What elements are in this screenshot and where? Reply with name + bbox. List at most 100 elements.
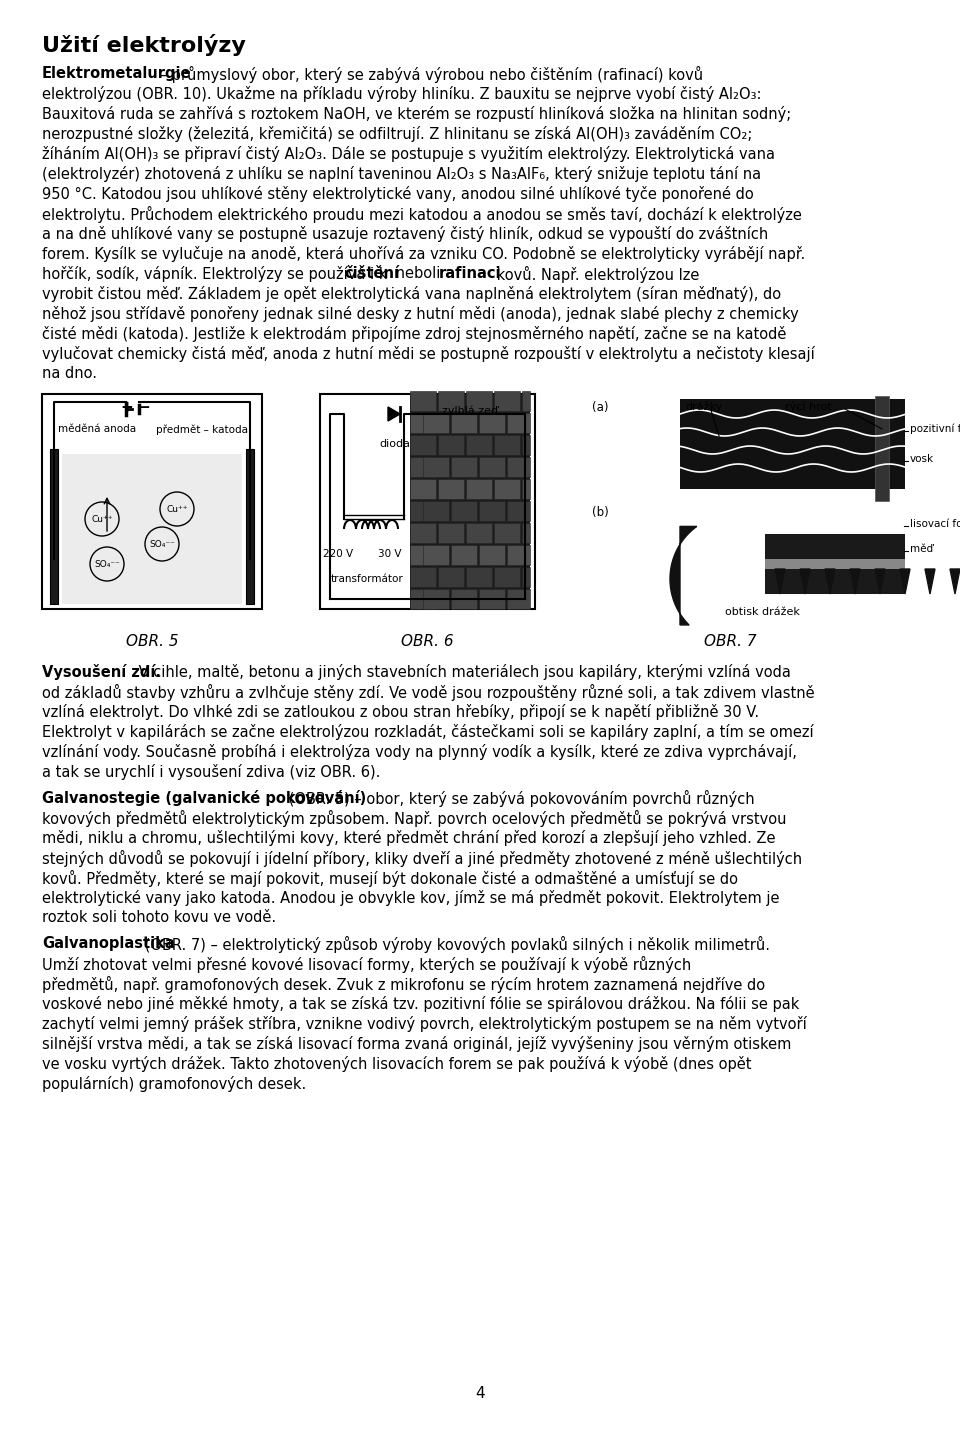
Bar	[410, 392, 436, 412]
Bar	[320, 394, 535, 609]
Text: rýcí hrot: rýcí hrot	[785, 402, 831, 412]
Text: stejných důvodů se pokovují i jídelní příbory, kliky dveří a jiné předměty zhoto: stejných důvodů se pokovují i jídelní př…	[42, 850, 803, 867]
Bar	[507, 589, 530, 609]
Text: neboli: neboli	[391, 266, 444, 282]
Text: elektrolytické vany jako katoda. Anodou je obvykle kov, jímž se má předmět pokov: elektrolytické vany jako katoda. Anodou …	[42, 890, 780, 906]
Text: ve vosku vyrtých drážek. Takto zhotovených lisovacích forem se pak používá k výo: ve vosku vyrtých drážek. Takto zhotovený…	[42, 1056, 752, 1072]
Bar	[522, 479, 530, 499]
Text: roztok soli tohoto kovu ve vodě.: roztok soli tohoto kovu ve vodě.	[42, 910, 276, 925]
Text: populárních) gramofonových desek.: populárních) gramofonových desek.	[42, 1076, 306, 1092]
Bar	[423, 544, 449, 564]
Bar	[479, 544, 505, 564]
Bar	[507, 544, 530, 564]
Text: (OBR. 7) – elektrolytický způsob výroby kovových povlaků silných i několik milim: (OBR. 7) – elektrolytický způsob výroby …	[140, 936, 770, 953]
Bar	[507, 502, 530, 522]
Bar	[466, 479, 492, 499]
Text: Galvanostegie (galvanické pokovování): Galvanostegie (galvanické pokovování)	[42, 790, 367, 806]
Text: žíháním Al(OH)₃ se připraví čistý Al₂O₃. Dále se postupuje s využitím elektrolýz: žíháním Al(OH)₃ se připraví čistý Al₂O₃.…	[42, 146, 775, 161]
Bar	[680, 399, 905, 489]
Text: zachytí velmi jemný prášek stříbra, vznikne vodivý povrch, elektrolytickým postu: zachytí velmi jemný prášek stříbra, vzni…	[42, 1016, 806, 1032]
Text: +: +	[120, 400, 132, 414]
Polygon shape	[850, 569, 860, 594]
Bar	[451, 457, 477, 477]
Bar	[246, 449, 254, 604]
Text: něhož jsou střídavě ponořeny jednak silné desky z hutní mědi (anoda), jednak sla: něhož jsou střídavě ponořeny jednak siln…	[42, 306, 799, 322]
Bar	[423, 413, 449, 433]
Text: SO₄⁻⁻: SO₄⁻⁻	[149, 540, 175, 549]
Text: nerozpustné složky (železitá, křemičitá) se odfiltrují. Z hlinitanu se získá Al(: nerozpustné složky (železitá, křemičitá)…	[42, 126, 753, 141]
Text: vzlíná elektrolyt. Do vlhké zdi se zatloukou z obou stran hřebíky, připojí se k : vzlíná elektrolyt. Do vlhké zdi se zatlo…	[42, 704, 759, 720]
Bar	[522, 523, 530, 543]
Text: transformátor: transformátor	[330, 574, 403, 584]
Bar	[507, 457, 530, 477]
Bar	[62, 454, 242, 604]
Text: vylučovat chemicky čistá měď, anoda z hutní mědi se postupně rozpouští v elektro: vylučovat chemicky čistá měď, anoda z hu…	[42, 346, 815, 362]
Bar	[410, 589, 436, 609]
Text: V cihle, maltě, betonu a jiných stavebních materiálech jsou kapiláry, kterými vz: V cihle, maltě, betonu a jiných stavební…	[133, 664, 791, 680]
Bar	[466, 392, 492, 412]
Text: a tak se urychlí i vysoušení zdiva (viz OBR. 6).: a tak se urychlí i vysoušení zdiva (viz …	[42, 765, 380, 780]
Text: čisté mědi (katoda). Jestliže k elektrodám připojíme zdroj stejnosměrného napětí: čisté mědi (katoda). Jestliže k elektrod…	[42, 326, 786, 342]
Text: kovů. Např. elektrolýzou lze: kovů. Např. elektrolýzou lze	[492, 266, 700, 283]
Polygon shape	[825, 569, 835, 594]
Text: vzlínání vody. Současně probíhá i elektrolýza vody na plynný vodík a kysílk, kte: vzlínání vody. Současně probíhá i elektr…	[42, 745, 797, 760]
Polygon shape	[900, 569, 910, 594]
Bar	[410, 479, 436, 499]
Bar	[765, 559, 905, 569]
Bar	[479, 589, 505, 609]
Text: vosk: vosk	[910, 454, 934, 464]
Bar	[451, 413, 477, 433]
Text: (b): (b)	[592, 506, 609, 519]
Text: elektrolýzou (OBR. 10). Ukažme na příkladu výroby hliníku. Z bauxitu se nejprve : elektrolýzou (OBR. 10). Ukažme na příkla…	[42, 86, 761, 101]
Bar	[410, 523, 436, 543]
Bar	[494, 392, 520, 412]
Bar	[494, 523, 520, 543]
Bar	[522, 567, 530, 587]
Polygon shape	[875, 569, 885, 594]
Text: forem. Kysílk se vylučuje na anodě, která uhořívá za vzniku CO. Podobně se elekt: forem. Kysílk se vylučuje na anodě, kter…	[42, 246, 805, 262]
Text: rafinaci: rafinaci	[440, 266, 502, 282]
Bar	[410, 394, 530, 609]
Text: předmět – katoda: předmět – katoda	[156, 424, 248, 434]
Text: OBR. 6: OBR. 6	[401, 634, 454, 649]
Polygon shape	[950, 569, 960, 594]
Polygon shape	[775, 569, 785, 594]
Text: kovů. Předměty, které se mají pokovit, musejí být dokonale čisté a odmaštěné a u: kovů. Předměty, které se mají pokovit, m…	[42, 870, 738, 887]
Text: Užití elektrolýzy: Užití elektrolýzy	[42, 34, 246, 56]
Text: vyrobit čistou měď. Základem je opět elektrolytická vana naplněná elektrolytem (: vyrobit čistou měď. Základem je opět ele…	[42, 286, 781, 302]
Text: voskové nebo jiné měkké hmoty, a tak se získá tzv. pozitivní fólie se spirálovou: voskové nebo jiné měkké hmoty, a tak se …	[42, 996, 800, 1012]
Bar	[466, 434, 492, 454]
Bar	[494, 567, 520, 587]
Text: hořčík, sodík, vápník. Elektrolýzy se používá i k: hořčík, sodík, vápník. Elektrolýzy se po…	[42, 266, 392, 282]
Text: lisovací forma: lisovací forma	[910, 519, 960, 529]
Text: obtisk drážek: obtisk drážek	[725, 607, 800, 617]
Bar	[410, 434, 436, 454]
Bar	[438, 392, 464, 412]
Polygon shape	[925, 569, 935, 594]
Text: silnější vrstva mědi, a tak se získá lisovací forma zvaná originál, jejíž vyvýše: silnější vrstva mědi, a tak se získá lis…	[42, 1036, 791, 1052]
Bar	[423, 457, 449, 477]
Text: 950 °C. Katodou jsou uhlíkové stěny elektrolytické vany, anodou silné uhlíkové t: 950 °C. Katodou jsou uhlíkové stěny elek…	[42, 186, 754, 201]
Bar	[42, 394, 262, 609]
Text: Cu⁺⁺: Cu⁺⁺	[166, 504, 188, 513]
Bar	[494, 479, 520, 499]
Bar	[466, 567, 492, 587]
Text: čištění: čištění	[345, 266, 399, 282]
Bar	[423, 589, 449, 609]
Bar	[451, 589, 477, 609]
Text: předmětů, např. gramofonových desek. Zvuk z mikrofonu se rýcím hrotem zaznamená : předmětů, např. gramofonových desek. Zvu…	[42, 976, 765, 993]
Polygon shape	[388, 407, 400, 422]
Bar	[522, 434, 530, 454]
Bar	[423, 502, 449, 522]
Text: −: −	[137, 400, 150, 414]
Bar	[410, 567, 436, 587]
Bar	[438, 567, 464, 587]
Text: OBR. 5: OBR. 5	[126, 634, 179, 649]
Text: elektrolytu. Průchodem elektrického proudu mezi katodou a anodou se směs taví, d: elektrolytu. Průchodem elektrického prou…	[42, 206, 802, 223]
Text: drážky: drážky	[685, 402, 722, 412]
Bar	[466, 523, 492, 543]
Text: pozitivní fólie: pozitivní fólie	[910, 424, 960, 434]
Bar	[451, 544, 477, 564]
Text: Elektrometalurgie: Elektrometalurgie	[42, 66, 191, 81]
Text: Galvanoplastika: Galvanoplastika	[42, 936, 175, 952]
